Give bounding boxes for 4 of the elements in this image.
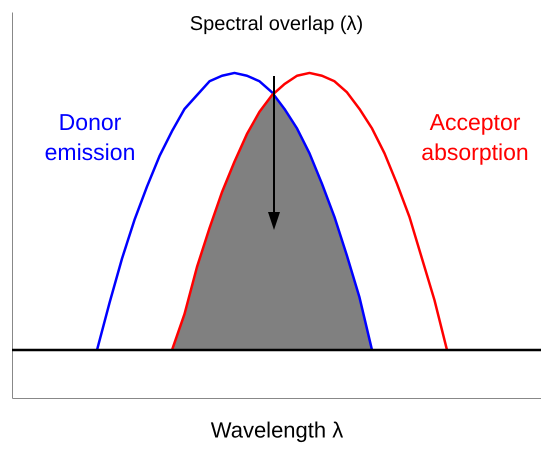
series-label: Donor emission: [44, 109, 136, 165]
x-axis-title: Wavelength λ: [210, 418, 344, 442]
series-label: Acceptor absorption: [421, 109, 529, 165]
chart-title: Spectral overlap (λ): [190, 13, 364, 35]
